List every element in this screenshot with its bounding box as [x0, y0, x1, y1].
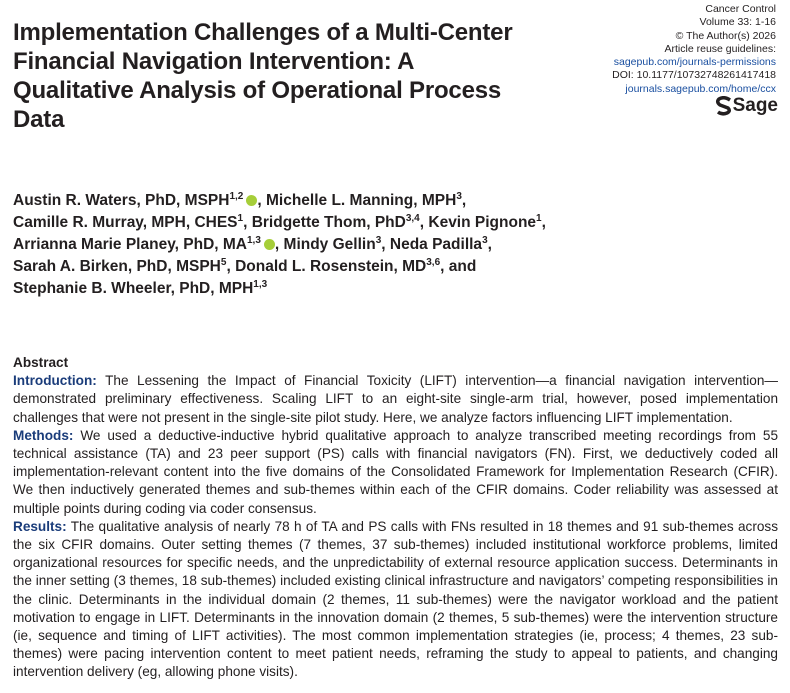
journal-line: © The Author(s) 2026 — [675, 29, 776, 42]
journal-info: Cancer Control Volume 33: 1-16 © The Autho… — [612, 3, 776, 96]
orcid-icon[interactable] — [246, 195, 258, 206]
title-line: Data — [13, 106, 65, 133]
author-line: Sarah A. Birken, PhD, MSPH5, Donald L. R… — [13, 256, 546, 278]
author-affiliation: 3 — [456, 190, 462, 202]
author-line: Camille R. Murray, MPH, CHES1, Bridgette… — [13, 212, 546, 234]
journal-line: Article reuse guidelines: — [664, 42, 776, 55]
author-affiliation: 1 — [536, 212, 542, 224]
author-separator: , — [257, 192, 262, 209]
author-name: Kevin Pignone — [428, 214, 537, 231]
author-affiliation: 5 — [220, 256, 227, 268]
journal-link[interactable]: journals.sagepub.com/home/ccx — [625, 82, 776, 95]
author-affiliation: 3,4 — [405, 212, 420, 224]
journal-line: Volume 33: 1-16 — [699, 16, 776, 29]
publisher-name: Sage — [732, 95, 778, 116]
section-text: The Lessening the Impact of Financial To… — [13, 373, 778, 425]
title-line: Financial Navigation Intervention: A — [13, 48, 415, 75]
logo-icon — [715, 96, 731, 116]
author-affiliation: 1,2 — [229, 190, 244, 202]
author-name: Sarah A. Birken, PhD, MSPH — [13, 258, 221, 275]
author-line: Arrianna Marie Planey, PhD, MA1,3, Mindy… — [13, 234, 546, 256]
section-label: Results: — [13, 518, 67, 534]
author-name: Donald L. Rosenstein, MD — [235, 258, 427, 275]
author-name: Camille R. Murray, MPH, CHES — [13, 214, 238, 231]
author-name: Stephanie B. Wheeler, PhD, MPH — [13, 280, 254, 297]
abstract-section: Results: The qualitative analysis of nea… — [13, 518, 778, 682]
author-separator: , — [419, 214, 425, 231]
author-line: Stephanie B. Wheeler, PhD, MPH1,3 — [13, 278, 546, 300]
author-name: Michelle L. Manning, MPH — [265, 192, 457, 209]
journal-line: DOI: 10.1177/10732748261417418 — [612, 69, 776, 82]
section-label: Introduction: — [13, 373, 97, 389]
author-affiliation: 3 — [375, 234, 382, 246]
author-affiliation: 1 — [237, 212, 244, 224]
author-separator: , — [226, 258, 231, 275]
author-name: Bridgette Thom, PhD — [251, 214, 406, 231]
author-separator: , — [461, 192, 467, 209]
author-name: Neda Padilla — [389, 236, 483, 253]
title: Implementation Challenges of a Multi-Cen… — [13, 18, 513, 134]
publisher-logo: Sage — [715, 95, 778, 117]
author-name: Arrianna Marie Planey, PhD, MA — [13, 236, 247, 253]
author-separator: , and — [440, 258, 477, 275]
authors: Austin R. Waters, PhD, MSPH1,2, Michelle… — [13, 190, 546, 300]
orcid-icon[interactable] — [263, 239, 275, 250]
abstract-section: Introduction: The Lessening the Impact o… — [13, 372, 778, 427]
author-separator: , — [541, 214, 546, 231]
author-affiliation: 1,3 — [253, 278, 268, 290]
author-separator: , — [274, 236, 280, 253]
section-label: Methods: — [13, 427, 74, 443]
author-affiliation: 3 — [482, 234, 488, 246]
author-affiliation: 1,3 — [247, 234, 261, 246]
author-separator: , — [243, 214, 248, 231]
title-line: Implementation Challenges of a Multi-Cen… — [13, 19, 513, 46]
abstract: Abstract Introduction: The Lessening the… — [13, 354, 778, 682]
section-text: The qualitative analysis of nearly 78 h … — [13, 518, 779, 680]
author-affiliation: 3,6 — [426, 256, 441, 268]
author-line: Austin R. Waters, PhD, MSPH1,2, Michelle… — [13, 190, 546, 212]
author-separator: , — [487, 236, 492, 253]
author-name: Austin R. Waters, PhD, MSPH — [13, 192, 230, 209]
author-name: Mindy Gellin — [283, 236, 376, 253]
journal-link[interactable]: sagepub.com/journals-permissions — [613, 56, 776, 69]
title-line: Qualitative Analysis of Operational Proc… — [13, 77, 502, 104]
abstract-section: Methods: We used a deductive-inductive h… — [13, 427, 778, 518]
abstract-heading: Abstract — [13, 355, 69, 370]
journal-line: Cancer Control — [705, 3, 776, 15]
author-separator: , — [381, 236, 386, 253]
section-text: We used a deductive-inductive hybrid qua… — [13, 427, 778, 516]
